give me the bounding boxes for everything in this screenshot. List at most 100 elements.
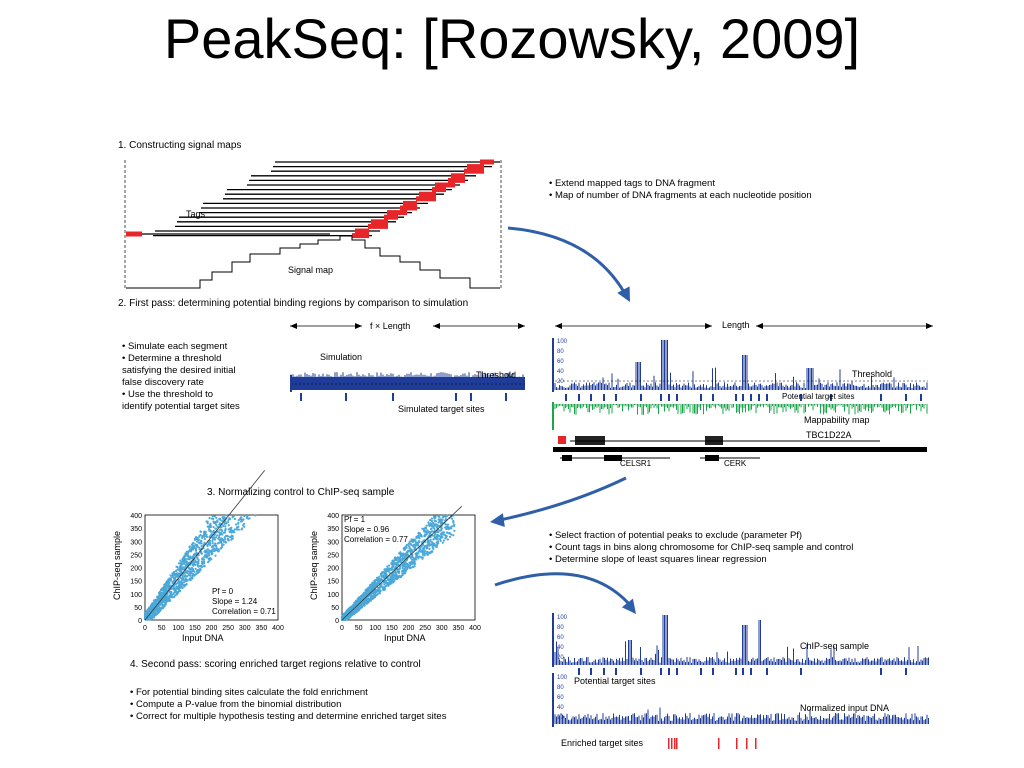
- scatter1-point: [164, 584, 167, 587]
- scatter2-point: [426, 550, 429, 554]
- potential4-site: [712, 668, 714, 675]
- stat-line: Correlation = 0.71: [212, 607, 276, 616]
- scatter1-point: [216, 534, 219, 537]
- scatter2-point: [419, 534, 422, 538]
- scatter1-point: [178, 574, 181, 577]
- scatter1-point: [162, 600, 165, 604]
- scatter2-point: [359, 595, 363, 598]
- scatter1-point: [157, 607, 160, 610]
- scatter1-point: [181, 577, 185, 581]
- scatter1-point: [194, 567, 197, 571]
- scatter2-point: [410, 557, 413, 560]
- scatter1-point: [200, 545, 203, 548]
- bullet: • Map of number of DNA fragments at each…: [549, 190, 812, 201]
- tag-fragment: [435, 182, 455, 188]
- scatter1-point: [210, 517, 214, 520]
- scatter1-point: [207, 561, 210, 564]
- scatter2-point: [423, 554, 426, 557]
- scatter2-point: [374, 579, 377, 582]
- scatter2-point: [410, 563, 413, 566]
- input-ytick: 100: [557, 675, 568, 681]
- scatter1-point: [220, 528, 223, 532]
- scatter2-point: [378, 592, 382, 595]
- scatter2-stats: Pf = 1 Slope = 0.96 Correlation = 0.77: [344, 515, 408, 545]
- scatter1-point: [199, 567, 202, 570]
- y-ticks-top: 100 80 60 40 20: [557, 337, 567, 387]
- scatter2-fit: [341, 505, 462, 621]
- scatter1-point: [191, 570, 194, 573]
- scatter2-point: [378, 589, 381, 593]
- scatter1-point: [186, 571, 189, 575]
- scatter2-xlabel: Input DNA: [384, 633, 426, 643]
- scatter2-point: [392, 565, 395, 568]
- scatter1-point: [157, 596, 160, 600]
- scatter1-point: [212, 529, 215, 533]
- scatter2-point: [380, 573, 383, 577]
- scatter1-point: [216, 542, 219, 545]
- scatter2-point: [450, 525, 454, 528]
- scatter1-point: [227, 518, 230, 522]
- scatter1-point: [163, 587, 166, 590]
- scatter2-point: [409, 542, 412, 546]
- scatter1-point: [201, 557, 204, 560]
- enriched-label: Enriched target sites: [561, 738, 644, 748]
- scatter1-point: [206, 520, 209, 523]
- scatter2-ytick: 400: [327, 513, 339, 520]
- scatter1-point: [243, 514, 246, 518]
- stat-line: Slope = 1.24: [212, 597, 258, 606]
- scatter1-ytick: 200: [130, 566, 142, 573]
- scatter1-point: [208, 551, 211, 555]
- scatter1-point: [192, 548, 195, 551]
- scatter1-point: [237, 519, 240, 522]
- scatter1-point: [174, 588, 177, 591]
- sim-length-arrow-a-left: [290, 323, 297, 329]
- scatter2-point: [441, 516, 445, 519]
- scatter1-point: [151, 612, 154, 615]
- scatter1-point: [168, 599, 171, 603]
- scatter2-point: [401, 558, 404, 562]
- scatter1-point: [158, 610, 161, 613]
- scatter2-xtick: 150: [386, 625, 398, 632]
- arrow-2: [499, 476, 627, 522]
- scatter2-point: [423, 530, 426, 533]
- scatter2-point: [365, 599, 368, 602]
- potential4-site: [766, 668, 768, 675]
- tag-fragment: [368, 223, 388, 229]
- scatter2-point: [352, 611, 355, 614]
- scatter2-point: [366, 587, 369, 590]
- scatter2-point: [403, 568, 407, 571]
- scatter1-point: [205, 535, 208, 538]
- scatter2-point: [444, 536, 447, 540]
- scatter1-stats: Pf = 0 Slope = 1.24 Correlation = 0.71: [212, 587, 276, 617]
- potential-site: [590, 394, 592, 401]
- potential4-site: [880, 668, 882, 675]
- scatter1-point: [193, 574, 196, 577]
- scatter1-point: [242, 524, 245, 527]
- scatter2-point: [414, 544, 417, 548]
- scatter1-point: [185, 552, 188, 555]
- scatter1-point: [205, 553, 208, 556]
- scatter1-point: [182, 566, 185, 569]
- scatter2-point: [406, 552, 409, 556]
- chip4-ytick: 80: [557, 625, 564, 631]
- scatter1-point: [181, 581, 184, 584]
- scatter1-point: [211, 538, 214, 541]
- scatter2-point: [442, 531, 445, 534]
- scatter2-point: [367, 591, 370, 594]
- scatter2-point: [428, 547, 431, 551]
- scatter1-point: [237, 528, 240, 531]
- scatter2-point: [405, 544, 408, 547]
- potential4-site: [668, 668, 670, 675]
- enriched-site: [671, 738, 673, 749]
- stat-line: Pf = 1: [344, 515, 366, 524]
- scatter1-point: [211, 548, 214, 551]
- scatter1-point: [177, 562, 180, 565]
- scatter2-point: [342, 615, 345, 618]
- scatter2-point: [376, 576, 379, 579]
- scatter1-point: [239, 516, 242, 519]
- scatter2-point: [401, 565, 404, 568]
- scatter2-point: [438, 538, 441, 541]
- scatter1-point: [167, 584, 170, 587]
- potential4-site: [742, 668, 744, 675]
- scatter1-point: [231, 515, 234, 519]
